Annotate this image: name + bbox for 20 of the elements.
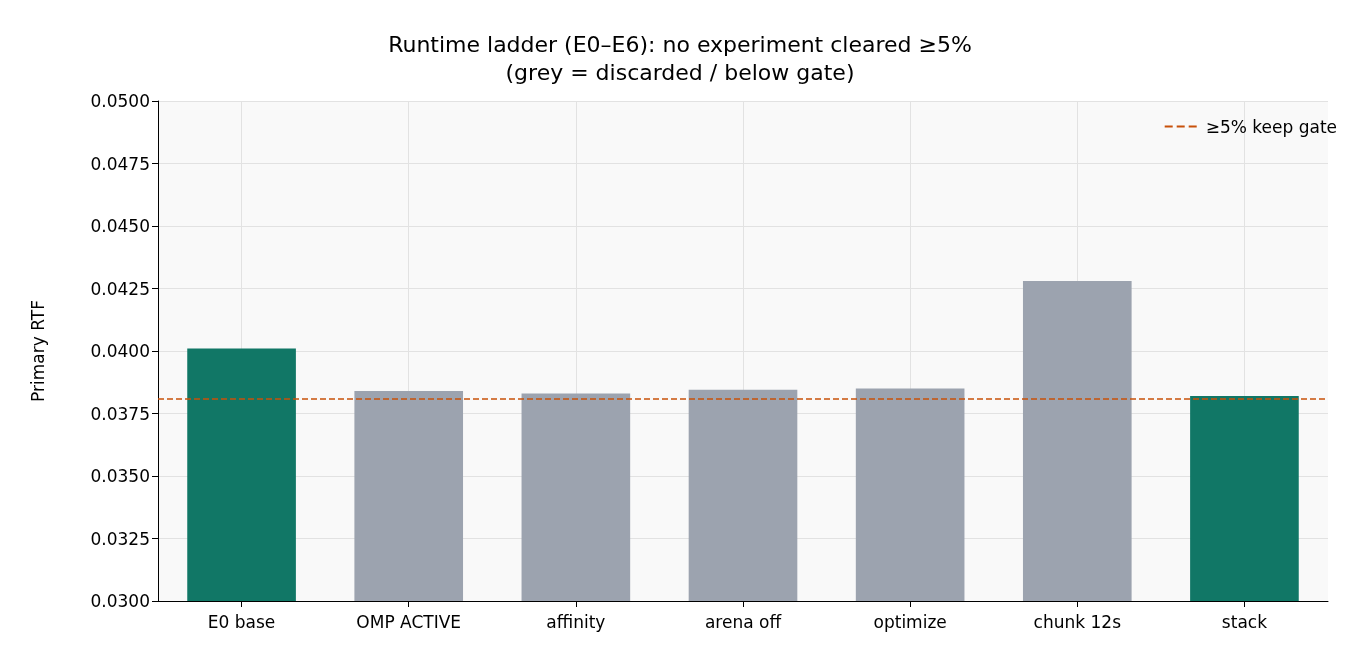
x-tick-label: arena off xyxy=(704,611,783,632)
y-tick-label: 0.0425 xyxy=(90,278,150,299)
y-tick-label: 0.0300 xyxy=(90,591,150,611)
chart-title: Runtime ladder (E0–E6): no experiment cleared ≥5% xyxy=(388,31,972,57)
x-tick-label: E0 base xyxy=(207,611,276,632)
x-tick-label: chunk 12s xyxy=(1033,611,1122,632)
y-axis-title: Primary RTF xyxy=(27,300,48,402)
y-tick-label: 0.0325 xyxy=(90,528,150,549)
y-tick-label: 0.0350 xyxy=(90,466,150,486)
chart-subtitle: (grey = discarded / below gate) xyxy=(505,59,855,85)
y-tick-label: 0.0375 xyxy=(90,403,150,424)
x-tick-label: OMP ACTIVE xyxy=(356,611,462,632)
x-tick-label: stack xyxy=(1221,611,1268,632)
y-tick-label: 0.0450 xyxy=(90,216,150,236)
y-tick-label: 0.0500 xyxy=(90,91,150,111)
legend-label: ≥5% keep gate xyxy=(1205,116,1338,137)
x-tick-label: optimize xyxy=(873,611,947,632)
y-tick-label: 0.0475 xyxy=(90,153,150,174)
x-tick-label: affinity xyxy=(546,611,606,632)
y-tick-label: 0.0400 xyxy=(90,341,150,361)
